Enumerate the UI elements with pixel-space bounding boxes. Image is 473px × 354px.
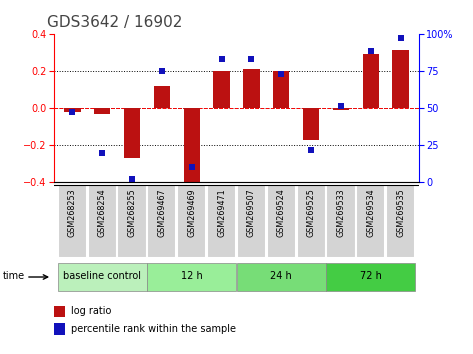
Text: GSM269525: GSM269525	[307, 189, 315, 238]
Bar	[273, 71, 289, 108]
Bar	[54, 324, 65, 335]
Bar	[243, 69, 260, 108]
Bar	[54, 306, 65, 317]
FancyBboxPatch shape	[237, 263, 326, 291]
Bar	[64, 108, 80, 112]
FancyBboxPatch shape	[117, 185, 147, 258]
Text: GSM269524: GSM269524	[277, 189, 286, 237]
FancyBboxPatch shape	[58, 185, 87, 258]
Text: GSM269507: GSM269507	[247, 189, 256, 237]
Text: baseline control: baseline control	[63, 272, 141, 281]
FancyBboxPatch shape	[177, 185, 206, 258]
Point	[218, 56, 225, 62]
Point	[397, 35, 404, 41]
Point	[278, 71, 285, 76]
Point	[188, 165, 195, 170]
FancyBboxPatch shape	[147, 263, 236, 291]
FancyBboxPatch shape	[356, 185, 385, 258]
Text: GSM268254: GSM268254	[97, 189, 106, 237]
Point	[248, 56, 255, 62]
FancyBboxPatch shape	[267, 185, 296, 258]
FancyBboxPatch shape	[237, 185, 266, 258]
FancyBboxPatch shape	[326, 263, 415, 291]
Text: GSM269469: GSM269469	[187, 189, 196, 237]
Text: GSM269534: GSM269534	[367, 189, 376, 237]
Bar	[213, 71, 230, 108]
Point	[158, 68, 166, 74]
Bar	[333, 108, 349, 110]
FancyBboxPatch shape	[326, 185, 356, 258]
Bar	[154, 86, 170, 108]
Text: GSM269467: GSM269467	[158, 189, 166, 237]
Point	[307, 147, 315, 153]
Text: log ratio: log ratio	[71, 307, 111, 316]
FancyBboxPatch shape	[297, 185, 326, 258]
Point	[98, 150, 106, 155]
Text: 24 h: 24 h	[271, 272, 292, 281]
Text: GSM269471: GSM269471	[217, 189, 226, 237]
Text: 12 h: 12 h	[181, 272, 202, 281]
Text: GSM268255: GSM268255	[128, 189, 137, 237]
Text: GSM268253: GSM268253	[68, 189, 77, 237]
Point	[128, 177, 136, 182]
Bar	[184, 108, 200, 184]
Text: GDS3642 / 16902: GDS3642 / 16902	[47, 15, 183, 30]
FancyBboxPatch shape	[58, 263, 147, 291]
Text: GSM269533: GSM269533	[336, 189, 345, 237]
Bar	[94, 108, 110, 114]
Text: percentile rank within the sample: percentile rank within the sample	[71, 324, 236, 334]
FancyBboxPatch shape	[386, 185, 415, 258]
Bar	[363, 54, 379, 108]
Point	[69, 110, 76, 115]
FancyBboxPatch shape	[88, 185, 117, 258]
Text: 72 h: 72 h	[360, 272, 382, 281]
Point	[337, 104, 345, 109]
Text: GSM269535: GSM269535	[396, 189, 405, 237]
FancyBboxPatch shape	[207, 185, 236, 258]
Bar	[303, 108, 319, 139]
FancyBboxPatch shape	[147, 185, 176, 258]
Bar	[124, 108, 140, 158]
Point	[367, 48, 375, 54]
Bar	[393, 50, 409, 108]
Text: time: time	[2, 272, 25, 281]
